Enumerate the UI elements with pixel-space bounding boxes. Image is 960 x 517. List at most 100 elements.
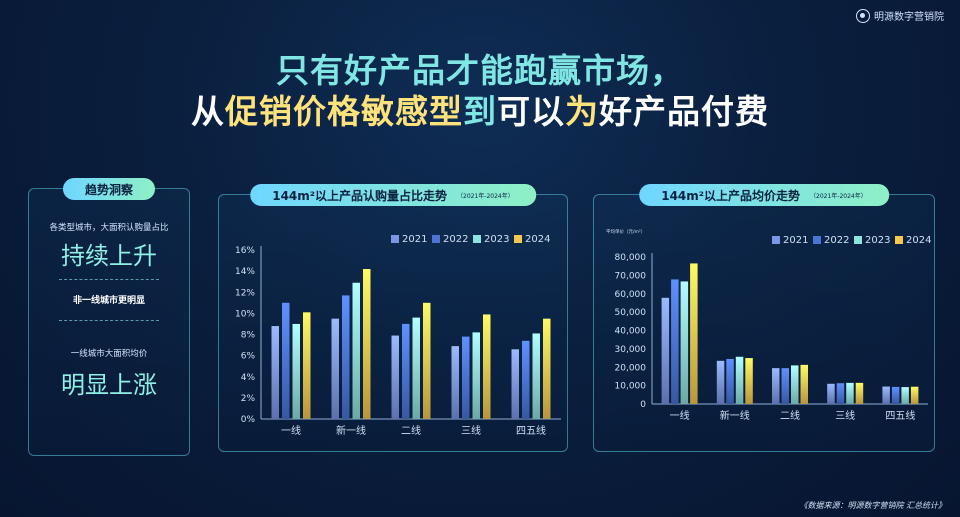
- chart-panel-share: 144m²以上产品认购量占比走势 （2021年-2024年） 0% 2% 4% 6% 8…: [218, 184, 568, 452]
- x-tick-label: 新一线: [720, 409, 750, 422]
- bar: [532, 333, 540, 419]
- bar: [391, 335, 399, 419]
- legend-swatch: [473, 235, 481, 243]
- bar: [882, 386, 890, 404]
- bar: [781, 368, 789, 404]
- chart-title: 144m²以上产品认购量占比走势: [272, 188, 448, 203]
- bar: [800, 364, 808, 404]
- bar: [726, 358, 734, 404]
- legend-swatch: [432, 235, 440, 243]
- brand-logo: 明源数字营销院: [856, 8, 944, 23]
- divider: [59, 320, 159, 321]
- y-tick-label: 40,000: [615, 327, 647, 337]
- bar: [462, 336, 470, 419]
- bar: [910, 386, 919, 404]
- y-tick-label: 0%: [241, 415, 256, 425]
- bar: [423, 302, 431, 419]
- bar: [661, 297, 670, 404]
- legend-label: 2022: [443, 234, 468, 245]
- bar: [342, 295, 350, 419]
- y-tick-label: 60,000: [615, 290, 647, 300]
- bar: [451, 346, 459, 419]
- bar: [522, 340, 530, 419]
- y-tick-label: 50,000: [615, 308, 647, 318]
- bar: [855, 382, 864, 404]
- headline-line1: 只有好产品才能跑赢市场，: [276, 51, 684, 90]
- headline-segment: 好产品付费: [599, 92, 769, 132]
- bar: [791, 365, 799, 404]
- y-tick-label: 2%: [241, 394, 256, 404]
- legend-swatch: [895, 236, 903, 244]
- chart-title: 144m²以上产品均价走势: [661, 188, 801, 203]
- x-tick-label: 四五线: [516, 424, 546, 437]
- insight-panel-title: 趋势洞察: [62, 178, 156, 200]
- bar: [901, 387, 909, 404]
- y-tick-label: 8%: [241, 331, 256, 341]
- headline-segment: 促销价格敏感型: [225, 92, 463, 132]
- insight-text-1: 各类型城市，大面积认购量占比: [49, 223, 169, 233]
- legend-label: 2022: [824, 235, 849, 246]
- bar: [402, 323, 410, 419]
- data-source-note: 《数据来源：明源数字营销院 汇总统计》: [799, 501, 946, 510]
- chart-title-pill: 144m²以上产品认购量占比走势 （2021年-2024年）: [250, 184, 536, 206]
- chart-title-pill: 144m²以上产品均价走势 （2021年-2024年）: [639, 184, 889, 206]
- insight-text-2: 非一线城市更明显: [72, 296, 145, 306]
- headline-line2: 从促销价格敏感型到可以为好产品付费: [0, 91, 960, 132]
- bar: [543, 318, 551, 419]
- x-tick-label: 三线: [461, 424, 481, 437]
- chart-share-svg: 0% 2% 4% 6% 8% 10% 12% 14% 16% 一线 新一线 二线 三线 四五线 2021 20…: [235, 234, 561, 437]
- legend-label: 2023: [865, 235, 890, 246]
- legend-label: 2023: [484, 234, 509, 245]
- bar: [772, 368, 780, 404]
- y-tick-label: 80,000: [615, 253, 647, 263]
- headline-segment: 可以: [497, 92, 565, 132]
- bar: [352, 282, 360, 419]
- chart-subtitle: （2021年-2024年）: [810, 192, 867, 200]
- bar: [827, 383, 835, 404]
- y-tick-label: 12%: [235, 288, 255, 298]
- divider: [59, 279, 159, 280]
- insight-panel-title-text: 趋势洞察: [84, 182, 134, 197]
- y-tick-label: 16%: [235, 246, 255, 256]
- bar: [303, 312, 311, 419]
- bar: [836, 383, 845, 404]
- legend-swatch: [813, 236, 821, 244]
- insight-big-2: 明显上涨: [61, 371, 157, 399]
- chart-subtitle: （2021年-2024年）: [457, 192, 514, 200]
- y-tick-label: 20,000: [615, 363, 647, 373]
- chart-price-svg: 0 10,000 20,000 30,000 40,000 50,000 60,000 70,…: [606, 228, 931, 422]
- legend-swatch: [772, 236, 780, 244]
- insight-text-3: 一线城市大面积均价: [70, 349, 148, 359]
- bar: [680, 281, 689, 404]
- bar: [511, 349, 519, 419]
- headline-segment: 为: [565, 92, 599, 132]
- chart-panel-price: 144m²以上产品均价走势 （2021年-2024年） 0 10,000 20,00…: [593, 184, 935, 452]
- x-tick-label: 二线: [401, 424, 421, 437]
- x-tick-label: 二线: [780, 409, 800, 422]
- y-tick-label: 0: [640, 400, 646, 410]
- legend-swatch: [391, 235, 399, 243]
- bar: [363, 269, 371, 419]
- insight-panel: 趋势洞察 各类型城市，大面积认购量占比 持续上升 非一线城市更明显 一线城市大面…: [28, 178, 190, 456]
- x-tick-label: 一线: [670, 409, 690, 422]
- insight-big-1: 持续上升: [61, 242, 157, 270]
- bar: [282, 302, 290, 419]
- bar: [292, 323, 300, 419]
- bar: [472, 332, 480, 419]
- y-tick-label: 14%: [235, 267, 255, 277]
- bar: [412, 317, 420, 419]
- bar: [846, 382, 854, 404]
- bar: [271, 326, 279, 419]
- legend-label: 2024: [525, 234, 550, 245]
- bar: [891, 386, 900, 404]
- legend-label: 2024: [906, 235, 931, 246]
- bar: [331, 318, 339, 419]
- bar: [690, 263, 698, 404]
- y-tick-label: 4%: [241, 373, 256, 383]
- brand-name: 明源数字营销院: [874, 12, 944, 23]
- bar: [716, 360, 725, 404]
- y-axis-label: 平均单价（元/m²）: [606, 228, 645, 235]
- legend-label: 2021: [402, 234, 427, 245]
- y-tick-label: 10,000: [615, 382, 647, 392]
- y-tick-label: 30,000: [615, 345, 647, 355]
